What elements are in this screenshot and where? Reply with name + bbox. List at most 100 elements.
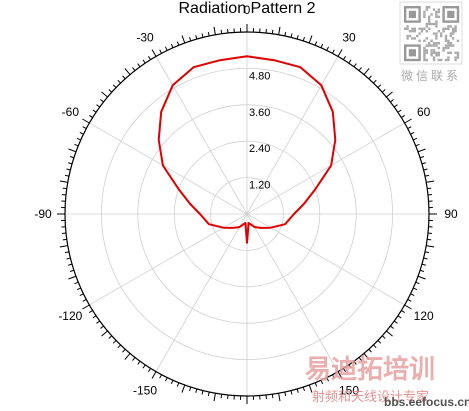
angle-tick-mark [290,33,293,38]
angle-tick-mark [404,118,412,124]
angle-tick-mark [386,330,393,337]
angle-tick-mark [189,386,192,392]
angle-tick-mark [393,320,398,324]
angle-tick-mark [96,104,101,108]
angle-tick-mark [426,180,435,183]
angle-tick-mark [68,162,73,165]
angle-tick-mark [397,315,402,319]
angle-tick-mark [165,46,168,51]
angle-tick-mark [337,49,343,57]
angle-tick-mark [159,374,162,379]
grid-spoke-120 [246,213,405,306]
angle-tick-mark [368,348,372,353]
angle-tick-mark [278,26,281,35]
angle-tick-mark [415,143,420,147]
qr-caption: 微信联系 [401,69,461,83]
angle-tick-mark [358,357,362,361]
angle-tick-mark [207,31,210,37]
angle-tick-mark [159,49,162,54]
grid-spoke-30 [246,56,339,215]
angle-tick-mark [220,29,223,34]
angle-tick-mark [417,275,426,280]
angle-tick-mark [88,310,93,313]
angle-tick-mark [314,382,318,387]
angle-label: -90 [34,207,52,221]
angle-tick-mark [88,115,93,118]
angle-tick-mark [79,132,84,135]
qr-code-watermark: 微信联系 [399,1,463,83]
angle-tick-mark [290,390,293,395]
angle-tick-mark [332,49,335,54]
angle-tick-mark [132,357,136,361]
angle-tick-mark [390,99,394,103]
radial-label: 1.20 [249,180,270,192]
angle-tick-mark [308,384,313,393]
angle-tick-mark [213,26,216,35]
angle-tick-mark [92,109,97,113]
angle-tick-mark [373,79,377,84]
angle-label: -150 [133,384,157,398]
angle-label: 60 [417,105,431,119]
angle-tick-mark [407,299,412,302]
angle-tick-mark [296,35,299,40]
grid-spoke-330 [155,56,248,215]
angle-tick-mark [79,293,84,296]
angle-tick-mark [176,382,180,387]
angle-tick-mark [100,325,104,329]
angle-tick-mark [377,340,382,344]
angle-tick-mark [59,245,68,248]
angle-tick-mark [410,293,415,296]
angle-tick-mark [320,380,324,385]
angle-tick-mark [401,115,406,118]
angle-tick-mark [124,68,131,75]
angle-tick-mark [427,238,432,241]
radial-label: 3.60 [249,107,270,119]
angle-tick-mark [69,269,75,272]
angle-tick-mark [82,299,87,302]
angle-tick-mark [122,75,126,80]
grid-spoke-240 [89,213,248,306]
angle-tick-mark [96,320,101,324]
angle-tick-mark [421,162,426,165]
angle-tick-mark [413,137,418,141]
angle-tick-mark [69,156,75,159]
angle-tick-mark [76,287,81,291]
angle-tick-mark [421,263,426,266]
angle-tick-mark [170,380,174,385]
angle-tick-mark [117,79,121,84]
polar-grid [64,31,430,397]
angle-tick-mark [415,281,420,285]
angle-tick-mark [148,55,151,60]
angle-tick-mark [181,35,186,44]
angle-tick-mark [66,168,71,171]
series-line-0 [157,55,337,244]
angle-tick-mark [151,49,157,57]
angle-tick-mark [320,43,324,48]
angle-tick-mark [417,148,426,153]
angle-label: -120 [58,309,82,323]
angle-tick-mark [195,388,198,393]
angle-tick-mark [122,348,126,353]
angle-tick-mark [284,31,287,37]
angle-tick-mark [271,29,274,34]
angle-tick-mark [62,187,67,190]
angle-tick-mark [393,104,398,108]
angle-tick-mark [410,132,415,135]
angle-tick-mark [386,91,393,98]
radial-label: 2.40 [249,143,270,155]
angle-tick-mark [137,360,141,365]
angle-tick-mark [397,109,402,113]
angle-tick-mark [124,353,131,360]
angle-tick-mark [302,386,305,392]
angle-tick-mark [108,89,113,93]
angle-label: 120 [414,309,434,323]
angle-label: -60 [62,105,80,119]
angle-tick-mark [377,84,382,88]
angle-tick-mark [332,374,335,379]
angle-tick-mark [117,344,121,349]
angle-tick-mark [201,390,204,395]
angle-label: -30 [136,30,154,44]
angle-tick-mark [404,304,412,310]
angle-tick-mark [112,340,117,344]
angle-label: 0 [244,3,251,17]
